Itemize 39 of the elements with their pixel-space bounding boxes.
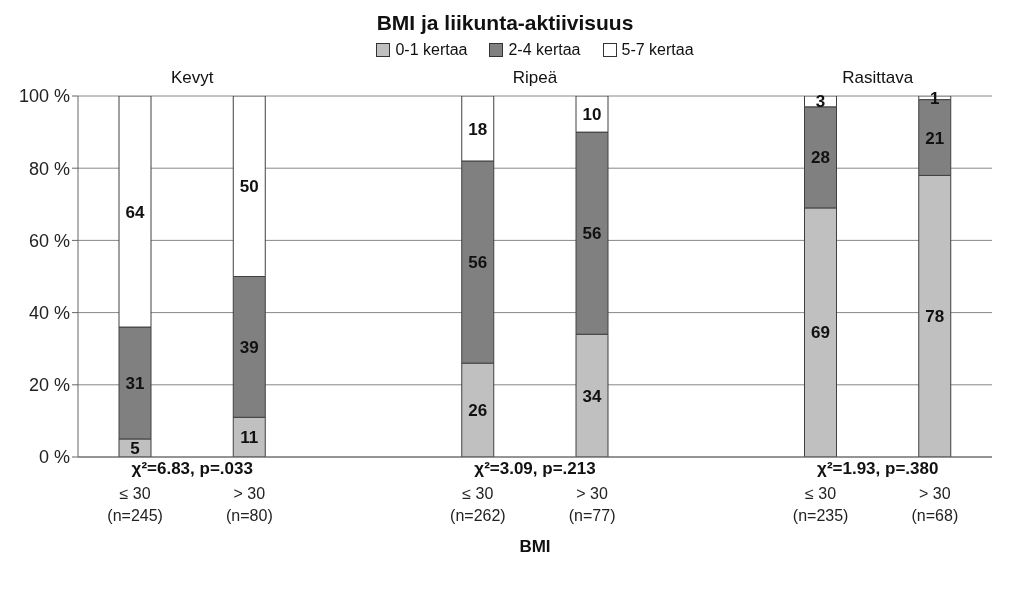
- y-tick-label: 20 %: [28, 375, 70, 396]
- x-tick-label: > 30 (n=68): [911, 485, 959, 524]
- data-label: 69: [811, 323, 830, 343]
- data-label: 18: [468, 119, 488, 139]
- text: Ripeä: [511, 68, 559, 88]
- y-tick-label: 60 %: [28, 230, 70, 251]
- x-tick-label: > 30 (n=77): [568, 485, 616, 524]
- data-label: 34: [582, 386, 602, 406]
- chart-title: BMI ja liikunta-aktiivisuus: [375, 10, 635, 36]
- data-label: 56: [468, 253, 488, 273]
- y-tick-label: 0 %: [38, 447, 70, 468]
- x-axis-title: BMI: [519, 537, 551, 556]
- text: χ²=1.93, p=.380: [816, 459, 940, 479]
- data-label: 31: [125, 374, 145, 394]
- data-label: 50: [239, 177, 259, 197]
- data-label: 5: [130, 439, 140, 459]
- data-label: 64: [125, 202, 145, 222]
- data-label: 56: [582, 224, 602, 244]
- data-label: 78: [925, 307, 945, 327]
- x-tick-label: ≤ 30 (n=262): [450, 485, 506, 524]
- text: Rasittava: [841, 68, 915, 88]
- legend-label: 2-4 kertaa: [507, 41, 581, 59]
- x-tick-label: ≤ 30 (n=245): [107, 485, 163, 524]
- x-tick-label: ≤ 30 (n=235): [792, 485, 849, 524]
- legend-label: 5-7 kertaa: [620, 41, 694, 59]
- data-label: 10: [582, 105, 602, 125]
- x-tick-label: > 30 (n=80): [226, 485, 273, 524]
- text: χ²=3.09, p=.213: [473, 459, 597, 479]
- y-tick-label: 100 %: [18, 86, 70, 107]
- data-label: 39: [239, 337, 259, 357]
- text: Kevyt: [170, 68, 215, 88]
- y-tick-label: 80 %: [28, 158, 70, 179]
- data-label: 26: [468, 401, 488, 421]
- data-label: 21: [925, 128, 945, 148]
- data-label: 11: [240, 428, 259, 448]
- y-tick-label: 40 %: [28, 302, 70, 323]
- legend-label: 0-1 kertaa: [394, 41, 468, 59]
- text: χ²=6.83, p=.033: [130, 459, 254, 479]
- data-label: 28: [811, 148, 830, 168]
